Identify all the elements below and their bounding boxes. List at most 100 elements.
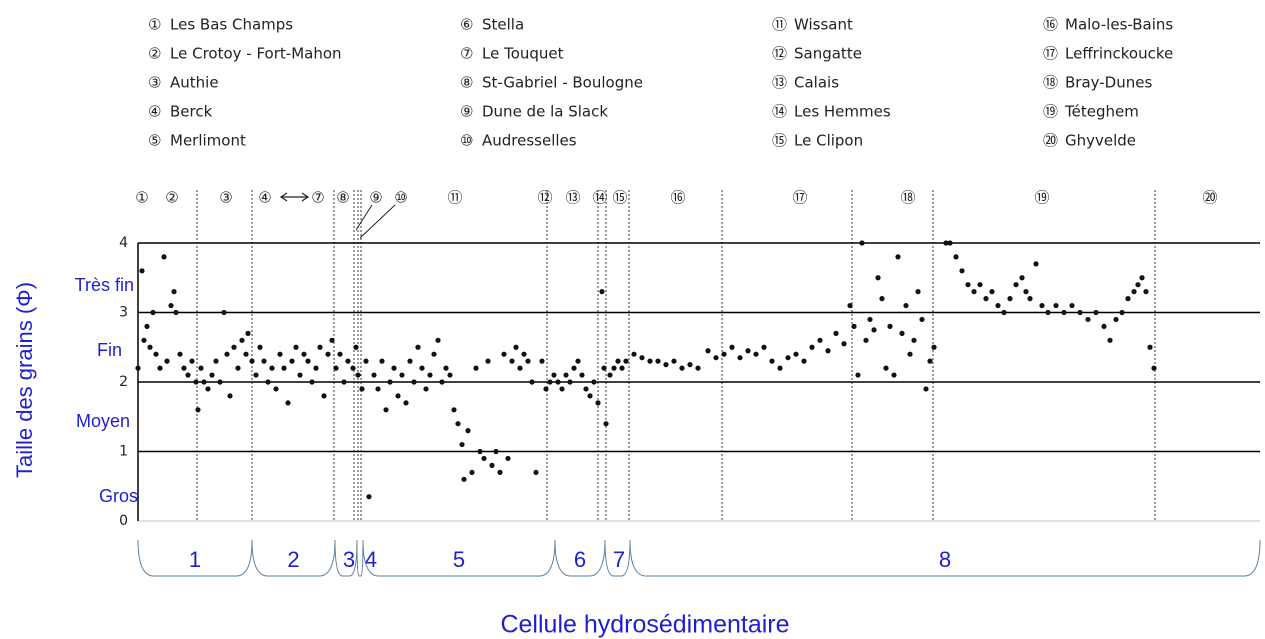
data-point bbox=[847, 302, 853, 309]
data-point bbox=[461, 476, 467, 482]
legend-label: Sangatte bbox=[794, 45, 862, 63]
data-point bbox=[753, 351, 759, 357]
data-point bbox=[231, 344, 237, 350]
site-label: ① bbox=[135, 189, 148, 207]
data-point bbox=[423, 386, 429, 392]
data-point bbox=[198, 365, 204, 371]
legend-marker: ⑭ bbox=[772, 103, 787, 121]
legend-marker: ② bbox=[148, 45, 161, 63]
data-point bbox=[895, 254, 901, 260]
data-point bbox=[273, 386, 279, 392]
legend-label: Leffrinckoucke bbox=[1065, 45, 1173, 63]
data-point bbox=[907, 351, 913, 357]
legend-marker: ① bbox=[148, 16, 161, 34]
data-point bbox=[793, 351, 799, 357]
legend-marker: ⑬ bbox=[772, 74, 787, 92]
data-point bbox=[147, 344, 153, 350]
data-point bbox=[221, 309, 227, 316]
data-point bbox=[1027, 296, 1033, 302]
data-point bbox=[825, 348, 831, 354]
data-point bbox=[1033, 261, 1039, 267]
data-point bbox=[525, 358, 531, 364]
site-label: ⑪ bbox=[447, 189, 462, 207]
data-point bbox=[623, 358, 629, 364]
site-label: ⑮ bbox=[612, 189, 627, 207]
data-point bbox=[171, 289, 177, 295]
data-point bbox=[521, 351, 527, 357]
legend-label: Les Bas Champs bbox=[170, 16, 293, 34]
data-point bbox=[971, 289, 977, 295]
cell-label: 8 bbox=[939, 547, 951, 572]
data-point bbox=[599, 289, 605, 295]
data-point bbox=[366, 494, 372, 500]
data-point bbox=[329, 337, 335, 343]
data-point bbox=[679, 365, 685, 371]
legend-marker: ⑳ bbox=[1043, 132, 1058, 150]
legend-marker: ⑫ bbox=[772, 45, 787, 63]
data-point bbox=[983, 296, 989, 302]
data-point bbox=[953, 254, 959, 260]
data-point bbox=[493, 448, 499, 455]
cell-label: 4 bbox=[365, 547, 377, 572]
cell-label: 6 bbox=[574, 547, 586, 572]
data-point bbox=[371, 372, 377, 378]
class-label: Gros bbox=[99, 486, 138, 506]
arrow-heads bbox=[279, 192, 310, 202]
data-point bbox=[1085, 316, 1091, 323]
data-point bbox=[309, 379, 315, 385]
data-point bbox=[721, 351, 727, 357]
data-point bbox=[481, 455, 487, 462]
data-point bbox=[663, 362, 669, 368]
data-point bbox=[1113, 316, 1119, 323]
legend-label: Wissant bbox=[794, 16, 853, 34]
data-point bbox=[891, 372, 897, 378]
data-point bbox=[533, 469, 539, 475]
class-label: Très fin bbox=[75, 275, 134, 295]
data-point bbox=[543, 386, 549, 392]
data-point bbox=[559, 386, 565, 392]
data-point bbox=[671, 358, 677, 364]
legend-label: Les Hemmes bbox=[794, 103, 891, 121]
data-point bbox=[777, 365, 783, 371]
data-point bbox=[977, 282, 983, 288]
legend-label: Merlimont bbox=[170, 132, 246, 150]
data-point bbox=[285, 400, 291, 406]
data-point bbox=[995, 302, 1001, 309]
data-point bbox=[887, 323, 893, 329]
data-point bbox=[817, 337, 823, 343]
data-point bbox=[595, 400, 601, 406]
data-point bbox=[443, 365, 449, 371]
data-point bbox=[359, 386, 365, 392]
data-point bbox=[567, 379, 573, 385]
legend-label: Malo-les-Bains bbox=[1065, 16, 1173, 34]
cell-label: 2 bbox=[287, 547, 299, 572]
legend-marker: ⑰ bbox=[1043, 45, 1058, 63]
data-point bbox=[631, 351, 637, 357]
data-point bbox=[871, 327, 877, 333]
data-point bbox=[601, 365, 607, 371]
legend-marker: ③ bbox=[148, 74, 161, 92]
legend-label: Téteghem bbox=[1064, 103, 1139, 121]
data-point bbox=[189, 358, 195, 364]
data-point bbox=[769, 358, 775, 364]
data-point bbox=[141, 337, 147, 343]
data-point bbox=[313, 365, 319, 371]
data-point bbox=[883, 365, 889, 371]
site-label: ⑩ bbox=[394, 189, 407, 207]
y-tick-label: 4 bbox=[119, 235, 128, 251]
class-label: Fin bbox=[97, 340, 122, 360]
data-point bbox=[695, 365, 701, 371]
legend-label: Ghyvelde bbox=[1065, 132, 1136, 150]
data-point bbox=[923, 386, 929, 392]
data-point bbox=[571, 365, 577, 371]
y-tick-label: 1 bbox=[119, 444, 128, 460]
data-point bbox=[785, 355, 791, 361]
data-point bbox=[333, 365, 339, 371]
data-point bbox=[539, 358, 545, 364]
data-point bbox=[201, 379, 207, 385]
data-point bbox=[551, 372, 557, 378]
data-point bbox=[465, 428, 471, 434]
legend-label: Stella bbox=[482, 16, 524, 34]
data-point bbox=[253, 372, 259, 378]
site-label: ⑯ bbox=[670, 189, 685, 207]
